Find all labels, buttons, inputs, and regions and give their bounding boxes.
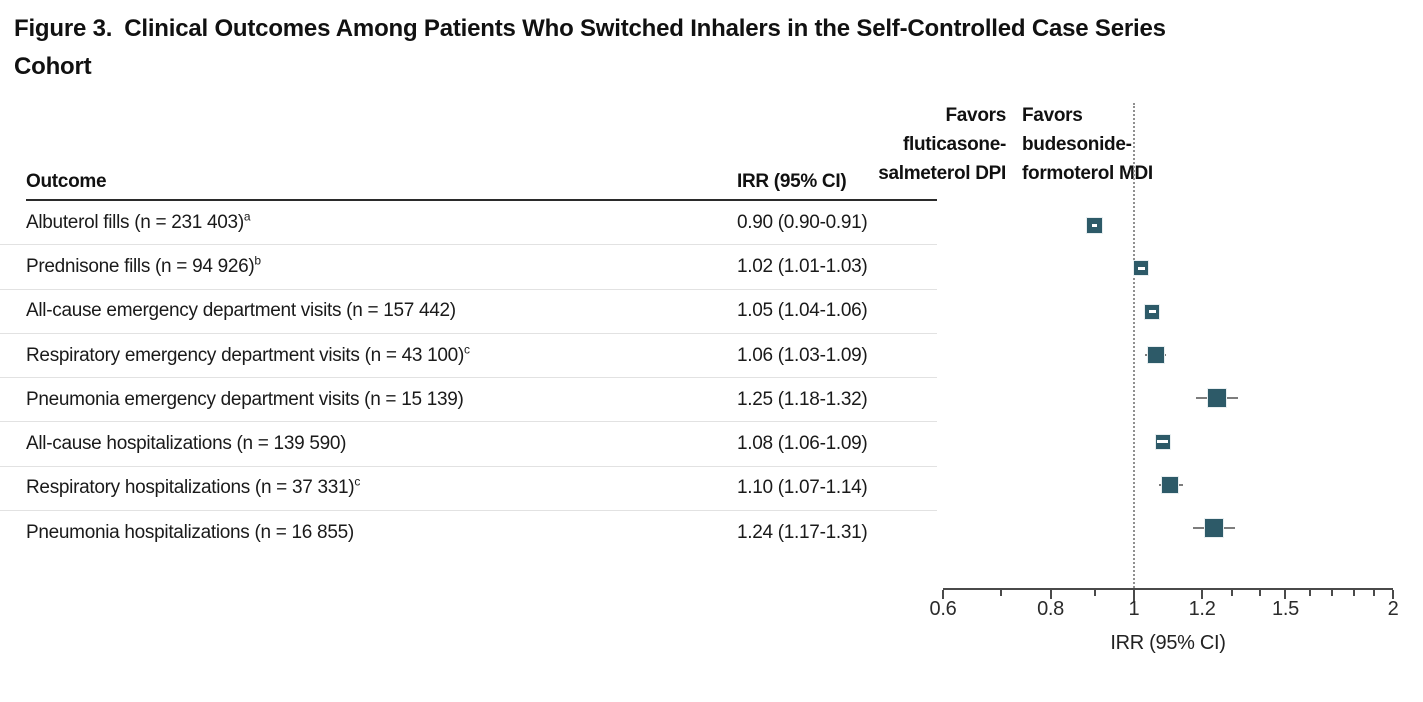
outcome-label: Respiratory hospitalizations (n = 37 331… bbox=[26, 475, 361, 499]
favors-right-label: Favors budesonide- formoterol MDI bbox=[1022, 105, 1153, 184]
axis-tick bbox=[1352, 590, 1355, 596]
irr-value: 1.06 (1.03-1.09) bbox=[737, 344, 868, 366]
axis-tick bbox=[942, 590, 944, 599]
table-row: Respiratory hospitalizations (n = 37 331… bbox=[0, 467, 937, 512]
axis-tick-label: 1.2 bbox=[1188, 598, 1216, 620]
axis-tick bbox=[1372, 590, 1375, 596]
figure-title: Figure 3. Clinical Outcomes Among Patient… bbox=[14, 10, 1194, 86]
axis-tick bbox=[1308, 590, 1311, 596]
table-header-rule bbox=[26, 199, 937, 201]
ci-inner-dash bbox=[1137, 266, 1145, 270]
favors-left-label: Favors fluticasone- salmeterol DPI bbox=[878, 105, 1006, 184]
outcome-footnote: a bbox=[243, 209, 251, 224]
axis-tick bbox=[1230, 590, 1233, 596]
outcome-footnote: c bbox=[354, 475, 361, 490]
irr-value: 1.10 (1.07-1.14) bbox=[737, 477, 868, 499]
ci-inner-dash bbox=[1092, 223, 1098, 227]
table-row: Albuterol fills (n = 231 403)a 0.90 (0.90… bbox=[0, 201, 937, 246]
x-axis bbox=[943, 588, 1393, 590]
axis-tick bbox=[1331, 590, 1334, 596]
outcome-column-header: Outcome bbox=[26, 171, 107, 192]
axis-tick bbox=[1132, 590, 1135, 602]
outcome-label: Prednisone fills (n = 94 926)b bbox=[26, 253, 261, 277]
outcome-label: Pneumonia emergency department visits (n… bbox=[26, 388, 464, 410]
irr-value: 1.02 (1.01-1.03) bbox=[737, 255, 868, 277]
axis-tick-label: 1.5 bbox=[1272, 598, 1299, 620]
point-estimate-marker bbox=[1146, 345, 1165, 364]
table-row: All-cause emergency department visits (n… bbox=[0, 290, 937, 334]
axis-tick bbox=[1201, 590, 1204, 599]
figure-number: Figure 3. bbox=[14, 15, 113, 42]
axis-tick-label: 1 bbox=[1128, 598, 1140, 620]
ci-inner-dash bbox=[1148, 310, 1156, 314]
outcome-label: All-cause emergency department visits (n… bbox=[26, 300, 456, 322]
outcome-footnote: c bbox=[463, 342, 470, 357]
axis-tick bbox=[1258, 590, 1261, 596]
figure-title-line1: Figure 3. Clinical Outcomes Among Patient… bbox=[14, 10, 1194, 48]
reference-line bbox=[1132, 103, 1135, 588]
irr-value: 1.24 (1.17-1.31) bbox=[737, 521, 868, 543]
outcome-label: Respiratory emergency department visits … bbox=[26, 342, 470, 366]
table-row: Pneumonia emergency department visits (n… bbox=[0, 378, 937, 423]
table-row: Pneumonia hospitalizations (n = 16 855) 1… bbox=[0, 511, 937, 554]
figure-title-text: Clinical Outcomes Among Patients Who Swi… bbox=[124, 15, 1166, 42]
outcome-table: Albuterol fills (n = 231 403)a 0.90 (0.90… bbox=[0, 201, 937, 554]
axis-tick bbox=[999, 590, 1002, 596]
outcome-label: Albuterol fills (n = 231 403)a bbox=[26, 209, 251, 233]
irr-column-header: IRR (95% CI) bbox=[737, 171, 847, 192]
irr-value: 1.25 (1.18-1.32) bbox=[737, 388, 868, 410]
axis-tick bbox=[1284, 590, 1287, 599]
axis-title: IRR (95% CI) bbox=[1110, 632, 1226, 654]
irr-value: 0.90 (0.90-0.91) bbox=[737, 211, 868, 233]
point-estimate-marker bbox=[1207, 388, 1228, 409]
irr-value: 1.05 (1.04-1.06) bbox=[737, 300, 868, 322]
table-row: All-cause hospitalizations (n = 139 590)… bbox=[0, 422, 937, 467]
axis-tick bbox=[1392, 590, 1394, 599]
axis-tick bbox=[1049, 590, 1052, 599]
axis-tick-label: 0.8 bbox=[1037, 598, 1064, 620]
table-row: Prednisone fills (n = 94 926)b 1.02 (1.01… bbox=[0, 245, 937, 290]
point-estimate-marker bbox=[1204, 518, 1225, 539]
point-estimate-marker bbox=[1160, 475, 1179, 494]
table-row: Respiratory emergency department visits … bbox=[0, 334, 937, 379]
outcome-footnote: b bbox=[254, 253, 261, 268]
figure-title-line2: Cohort bbox=[14, 53, 92, 80]
outcome-label: All-cause hospitalizations (n = 139 590) bbox=[26, 433, 347, 455]
axis-tick-label: 2 bbox=[1387, 598, 1399, 620]
axis-tick-label: 0.6 bbox=[929, 598, 957, 620]
irr-value: 1.08 (1.06-1.09) bbox=[737, 433, 868, 455]
outcome-label: Pneumonia hospitalizations (n = 16 855) bbox=[26, 521, 354, 543]
ci-inner-dash bbox=[1157, 440, 1168, 443]
axis-tick bbox=[1093, 590, 1096, 596]
